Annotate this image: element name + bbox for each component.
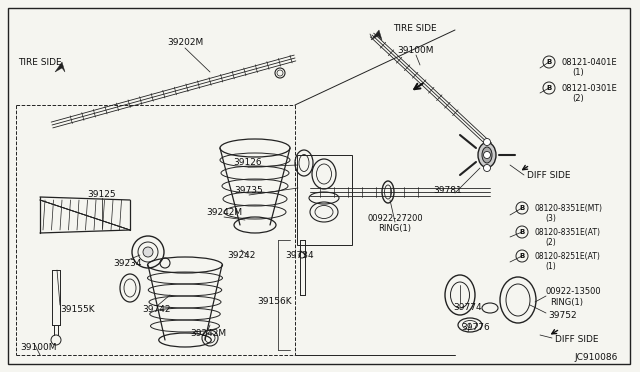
Text: DIFF SIDE: DIFF SIDE xyxy=(527,170,570,180)
Text: 08120-8251E(AT): 08120-8251E(AT) xyxy=(535,251,601,260)
Text: TIRE SIDE: TIRE SIDE xyxy=(18,58,61,67)
Bar xyxy=(297,155,352,245)
Text: B: B xyxy=(520,253,525,259)
Text: 39125: 39125 xyxy=(88,189,116,199)
Text: 39234: 39234 xyxy=(114,260,142,269)
Text: 39242M: 39242M xyxy=(190,330,226,339)
Text: 39781: 39781 xyxy=(434,186,462,195)
Circle shape xyxy=(483,151,490,158)
Text: 08121-0301E: 08121-0301E xyxy=(562,83,618,93)
Text: (3): (3) xyxy=(545,214,556,222)
Text: 39100M: 39100M xyxy=(20,343,56,353)
Text: B: B xyxy=(547,85,552,91)
Text: 39202M: 39202M xyxy=(167,38,203,46)
Text: 39242: 39242 xyxy=(227,250,255,260)
Text: (1): (1) xyxy=(545,262,556,270)
Text: 08120-8351E(AT): 08120-8351E(AT) xyxy=(535,228,601,237)
Polygon shape xyxy=(55,62,65,72)
Text: TIRE SIDE: TIRE SIDE xyxy=(393,23,436,32)
Text: 39126: 39126 xyxy=(234,157,262,167)
Text: 08120-8351E(MT): 08120-8351E(MT) xyxy=(535,203,603,212)
Text: 39155K: 39155K xyxy=(61,305,95,314)
Text: 08121-0401E: 08121-0401E xyxy=(562,58,618,67)
Circle shape xyxy=(483,164,490,171)
Text: 39242M: 39242M xyxy=(206,208,242,217)
Text: B: B xyxy=(520,229,525,235)
Text: 39776: 39776 xyxy=(461,324,490,333)
Ellipse shape xyxy=(478,142,496,167)
Text: 00922-13500: 00922-13500 xyxy=(546,288,602,296)
Ellipse shape xyxy=(482,147,492,163)
Circle shape xyxy=(483,138,490,145)
Text: RING(1): RING(1) xyxy=(550,298,583,307)
Text: 39100M: 39100M xyxy=(397,45,435,55)
Text: DIFF SIDE: DIFF SIDE xyxy=(555,336,598,344)
Text: 39774: 39774 xyxy=(454,304,483,312)
Polygon shape xyxy=(371,30,382,40)
Text: (2): (2) xyxy=(545,237,556,247)
Text: 39752: 39752 xyxy=(548,311,577,321)
Text: JC910086: JC910086 xyxy=(575,353,618,362)
Text: 39735: 39735 xyxy=(235,186,264,195)
Text: 39156K: 39156K xyxy=(258,298,292,307)
Text: (2): (2) xyxy=(572,93,584,103)
Circle shape xyxy=(143,247,153,257)
Text: B: B xyxy=(520,205,525,211)
Text: 00922-27200: 00922-27200 xyxy=(367,214,423,222)
Text: B: B xyxy=(547,59,552,65)
Text: RING(1): RING(1) xyxy=(378,224,412,232)
Text: (1): (1) xyxy=(572,67,584,77)
Text: 39742: 39742 xyxy=(143,305,172,314)
Text: 39734: 39734 xyxy=(285,250,314,260)
